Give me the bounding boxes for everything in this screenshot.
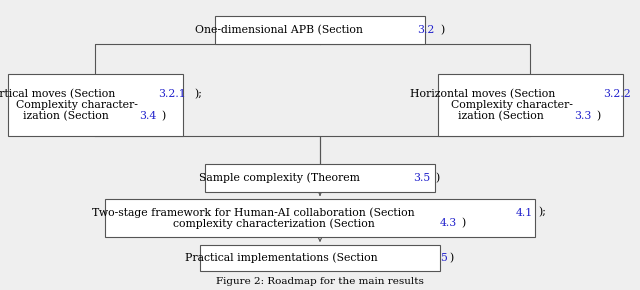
Text: ): ) [449,253,453,263]
Text: ization (Section: ization (Section [23,111,113,121]
Text: Complexity character-: Complexity character- [451,100,573,110]
Text: 3.3: 3.3 [574,111,591,121]
Text: Horizontal moves (Section: Horizontal moves (Section [410,89,559,99]
Text: 3.5: 3.5 [413,173,430,183]
Text: ): ) [435,173,440,183]
Text: 4.3: 4.3 [439,218,456,229]
Text: Two-stage framework for Human-AI collaboration (Section: Two-stage framework for Human-AI collabo… [92,207,418,218]
Text: One-dimensional APB (Section: One-dimensional APB (Section [195,25,366,35]
Text: );: ); [194,89,202,99]
Text: 3.2: 3.2 [417,25,435,35]
Text: complexity characterization (Section: complexity characterization (Section [173,218,378,229]
Text: ization (Section: ization (Section [458,111,547,121]
Text: ): ) [596,111,601,121]
Text: 4.1: 4.1 [515,208,532,218]
Text: Vertical moves (Section: Vertical moves (Section [0,89,118,99]
Text: Complexity character-: Complexity character- [16,100,138,110]
Text: ): ) [461,218,466,229]
Bar [205,164,435,192]
Text: 3.2.1: 3.2.1 [158,89,186,99]
Text: 5: 5 [440,253,447,263]
Text: ): ) [161,111,166,121]
Bar [215,16,425,44]
Text: );: ); [538,207,546,218]
Text: Practical implementations (Section: Practical implementations (Section [186,253,381,263]
Bar [8,74,182,136]
Bar [105,199,535,237]
Text: ): ) [440,25,444,35]
Text: 3.4: 3.4 [139,111,156,121]
Text: 3.2.2: 3.2.2 [604,89,631,99]
Text: Figure 2: Roadmap for the main results: Figure 2: Roadmap for the main results [216,278,424,287]
Bar [438,74,623,136]
Text: Sample complexity (Theorem: Sample complexity (Theorem [199,173,364,183]
Bar [200,245,440,271]
